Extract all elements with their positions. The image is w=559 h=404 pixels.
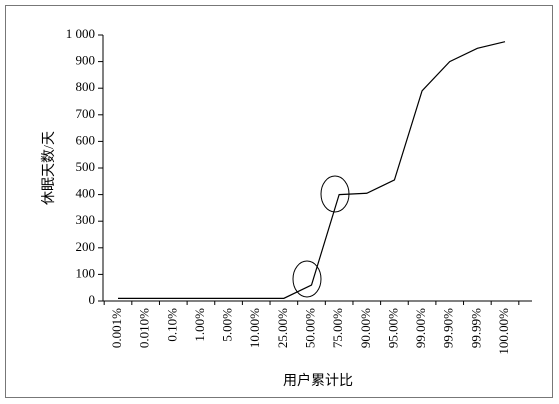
frame [5, 5, 553, 398]
x-tick-label: 99.90% [441, 308, 456, 348]
x-tick-label: 99.00% [413, 308, 428, 348]
y-tick-label: 100 [76, 265, 96, 280]
data-line [118, 41, 506, 299]
y-tick-label: 500 [76, 159, 96, 174]
y-tick-label: 300 [76, 212, 96, 227]
x-tick-label: 95.00% [385, 308, 400, 348]
y-axis-label: 休眠天数/天 [41, 131, 57, 205]
y-tick-label: 0 [89, 292, 96, 307]
x-tick-label: 0.10% [164, 308, 179, 342]
y-tick-label: 1 000 [66, 26, 95, 41]
x-tick-label: 90.00% [358, 308, 373, 348]
y-tick-label: 600 [76, 132, 96, 147]
x-tick-label: 75.00% [330, 308, 345, 348]
x-tick-label: 99.99% [468, 308, 483, 348]
x-tick-label: 0.001% [109, 308, 124, 348]
x-tick-label: 25.00% [275, 308, 290, 348]
y-tick-label: 400 [76, 186, 96, 201]
x-tick-label: 10.00% [247, 308, 262, 348]
y-tick-label: 700 [76, 106, 96, 121]
x-tick-label: 0.010% [137, 308, 152, 348]
x-tick-label: 1.00% [192, 308, 207, 342]
x-tick-label: 50.00% [302, 308, 317, 348]
y-tick-label: 900 [76, 53, 96, 68]
y-tick-label: 200 [76, 239, 96, 254]
x-tick-label: 5.00% [220, 308, 235, 342]
highlight-ellipse [292, 260, 322, 298]
x-tick-label: 100.00% [496, 308, 511, 355]
x-axis-label: 用户累计比 [283, 372, 353, 389]
y-tick-label: 800 [76, 79, 96, 94]
